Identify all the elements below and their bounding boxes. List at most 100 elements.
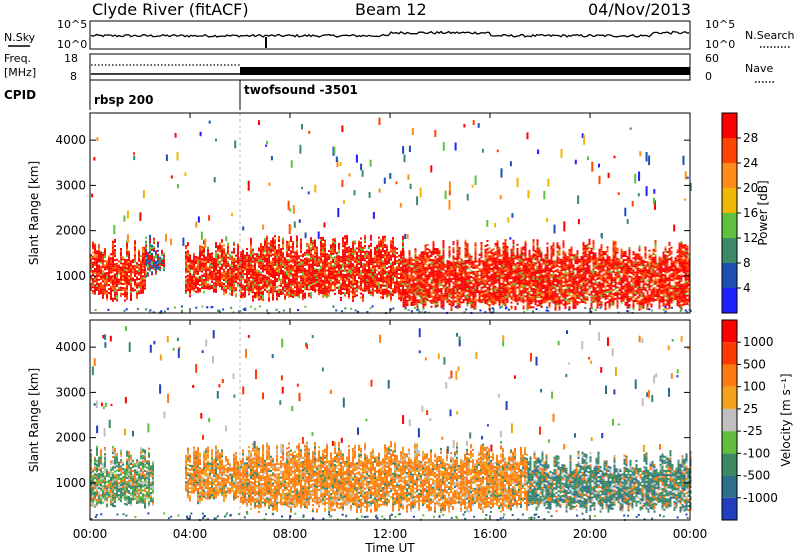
echo-cell xyxy=(296,263,298,266)
echo-cell xyxy=(250,243,252,246)
echo-cell xyxy=(384,292,386,295)
echo-cell xyxy=(304,270,306,273)
echo-cell xyxy=(446,298,449,301)
echo-cell xyxy=(130,288,132,291)
echo-cell xyxy=(147,258,149,261)
echo-cell xyxy=(142,263,144,266)
echo-cell xyxy=(536,284,539,287)
echo-cell xyxy=(122,274,124,277)
echo-cell xyxy=(484,267,487,270)
echo-cell xyxy=(548,288,551,291)
echo-cell xyxy=(466,249,469,252)
echo-cell xyxy=(302,259,304,262)
echo-cell xyxy=(462,294,465,297)
echo-cell xyxy=(120,270,122,273)
echo-cell xyxy=(542,268,545,271)
echo-cell xyxy=(185,267,187,270)
echo-cell xyxy=(244,291,246,294)
echo-cell xyxy=(456,288,459,291)
echo-cell xyxy=(203,283,205,286)
echo-cell xyxy=(140,285,142,288)
echo-cell xyxy=(314,290,316,293)
echo-cell xyxy=(252,291,254,294)
echo-cell xyxy=(254,265,256,268)
echo-cell xyxy=(264,282,266,285)
echo-cell xyxy=(231,290,233,293)
echo-cell xyxy=(211,262,213,265)
echo-cell xyxy=(538,259,541,262)
echo-cell xyxy=(432,299,435,302)
echo-cell xyxy=(408,298,411,301)
echo-cell xyxy=(374,277,376,280)
echo-cell xyxy=(512,290,515,293)
echo-cell xyxy=(344,274,346,277)
echo-cell xyxy=(306,249,308,252)
echo-cell xyxy=(502,266,505,269)
echo-cell xyxy=(328,284,330,287)
echo-cell xyxy=(492,297,495,300)
echo-cell xyxy=(396,256,398,258)
echo-cell xyxy=(215,290,217,293)
echo-cell xyxy=(346,265,348,268)
echo-cell xyxy=(500,272,503,275)
echo-cell xyxy=(378,271,380,274)
echo-cell xyxy=(398,258,400,261)
echo-cell xyxy=(278,236,280,238)
echo-cell xyxy=(336,256,338,259)
echo-cell xyxy=(250,256,252,259)
echo-cell xyxy=(472,295,475,298)
echo-cell xyxy=(424,279,427,282)
echo-cell xyxy=(213,270,215,273)
echo-cell xyxy=(310,273,312,276)
echo-cell xyxy=(274,290,276,293)
echo-cell xyxy=(308,276,310,279)
echo-cell xyxy=(147,254,149,257)
echo-cell xyxy=(142,255,144,257)
echo-cell xyxy=(460,301,463,304)
echo-cell xyxy=(556,283,559,286)
echo-cell xyxy=(326,269,328,272)
echo-cell xyxy=(384,278,386,281)
echo-cell xyxy=(280,284,282,287)
echo-cell xyxy=(118,260,120,263)
echo-cell xyxy=(362,295,364,298)
echo-cell xyxy=(372,294,374,297)
echo-cell xyxy=(510,273,513,276)
echo-cell xyxy=(474,260,477,263)
echo-cell xyxy=(482,266,485,269)
echo-cell xyxy=(260,251,262,254)
echo-cell xyxy=(470,271,473,274)
echo-cell xyxy=(306,275,308,278)
echo-cell xyxy=(266,258,268,260)
echo-cell xyxy=(205,260,207,263)
echo-cell xyxy=(223,291,225,294)
echo-cell xyxy=(420,302,423,305)
echo-cell xyxy=(364,265,366,268)
echo-cell xyxy=(424,254,427,257)
echo-cell xyxy=(532,267,535,270)
echo-cell xyxy=(326,273,328,276)
echo-cell xyxy=(240,265,242,268)
echo-cell xyxy=(512,260,515,263)
echo-cell xyxy=(100,292,102,295)
echo-cell xyxy=(488,294,491,296)
echo-cell xyxy=(442,272,445,275)
echo-cell xyxy=(538,251,541,254)
echo-cell xyxy=(140,275,142,278)
echo-cell xyxy=(434,284,437,287)
echo-cell xyxy=(470,302,473,305)
echo-cell xyxy=(274,263,276,266)
echo-cell xyxy=(296,268,298,270)
echo-cell xyxy=(538,277,541,280)
echo-cell xyxy=(211,266,213,269)
echo-cell xyxy=(358,240,360,243)
echo-cell xyxy=(458,255,461,258)
echo-cell xyxy=(532,300,535,303)
echo-cell xyxy=(532,255,535,258)
echo-cell xyxy=(350,262,352,265)
echo-cell xyxy=(400,276,402,279)
echo-cell xyxy=(524,287,527,290)
echo-cell xyxy=(334,282,336,285)
echo-cell xyxy=(199,253,201,256)
echo-cell xyxy=(546,271,549,274)
